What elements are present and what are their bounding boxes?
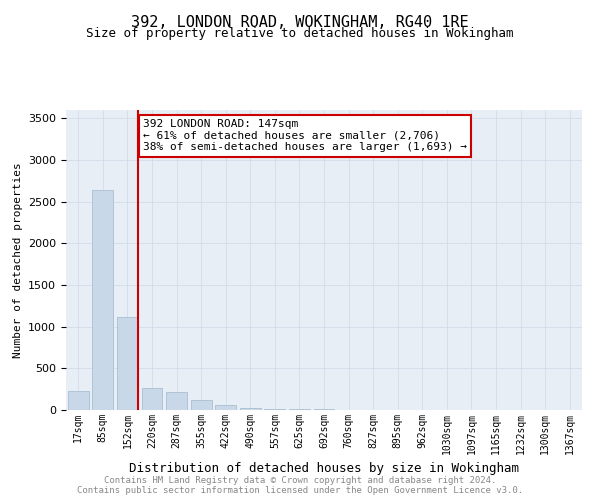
Bar [92,190,113,410]
Text: Contains public sector information licensed under the Open Government Licence v3: Contains public sector information licen… [77,486,523,495]
Text: Contains HM Land Registry data © Crown copyright and database right 2024.: Contains HM Land Registry data © Crown c… [104,476,496,485]
Bar [289,409,310,410]
Bar [240,408,261,410]
Bar [265,408,286,410]
Bar [68,391,89,410]
X-axis label: Distribution of detached houses by size in Wokingham: Distribution of detached houses by size … [129,462,519,475]
Bar [166,392,187,410]
Text: 392, LONDON ROAD, WOKINGHAM, RG40 1RE: 392, LONDON ROAD, WOKINGHAM, RG40 1RE [131,15,469,30]
Text: 392 LONDON ROAD: 147sqm
← 61% of detached houses are smaller (2,706)
38% of semi: 392 LONDON ROAD: 147sqm ← 61% of detache… [143,119,467,152]
Bar [215,406,236,410]
Bar [191,400,212,410]
Y-axis label: Number of detached properties: Number of detached properties [13,162,23,358]
Bar [142,388,163,410]
Text: Size of property relative to detached houses in Wokingham: Size of property relative to detached ho… [86,28,514,40]
Bar [117,316,138,410]
